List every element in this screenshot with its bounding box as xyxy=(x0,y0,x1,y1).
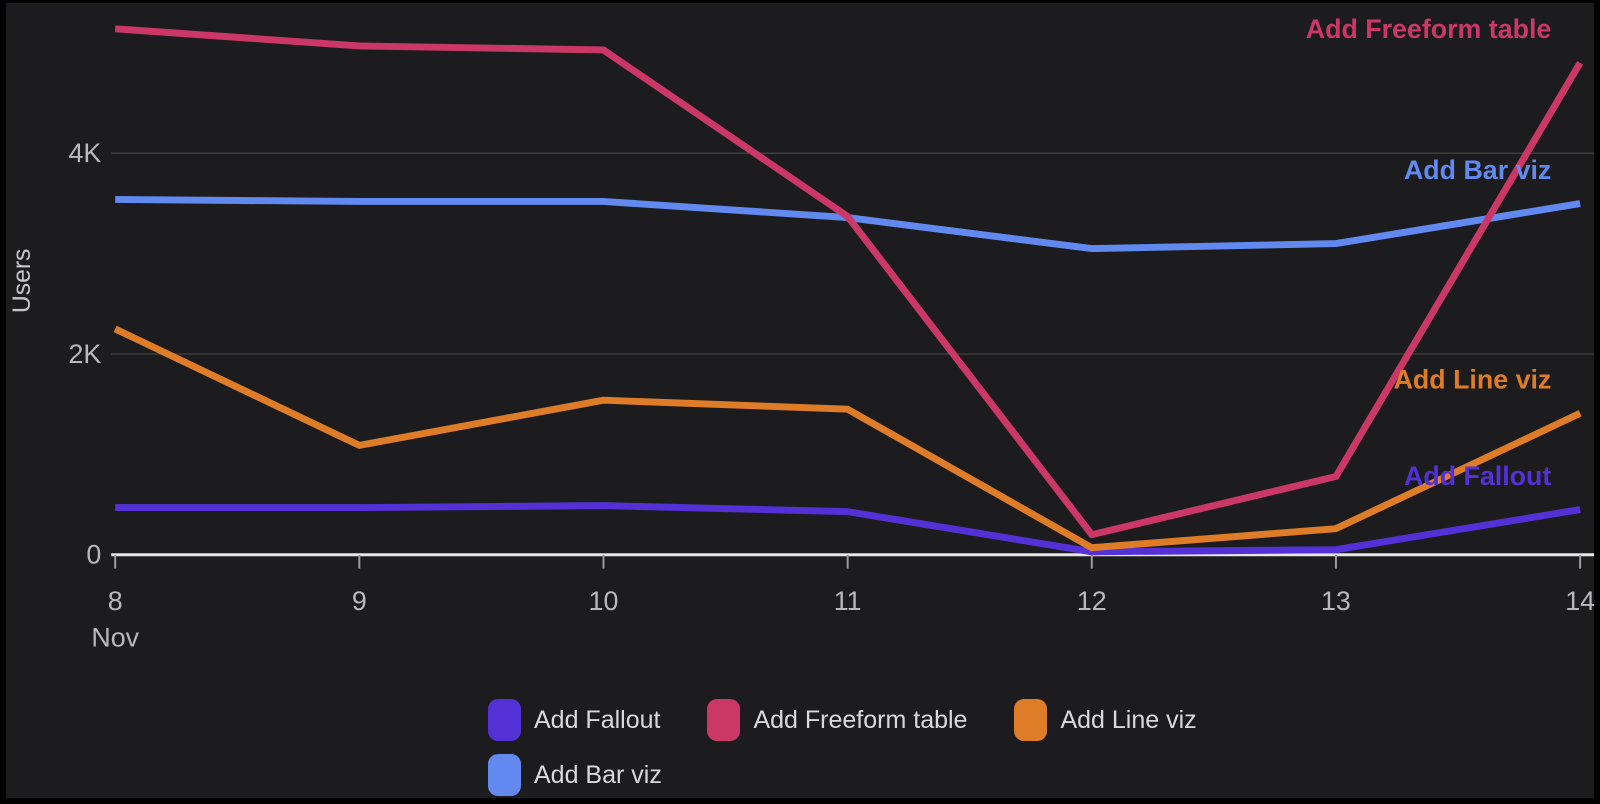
series-end-label-add-bar-viz: Add Bar viz xyxy=(1404,155,1551,185)
x-tick-label-13: 13 xyxy=(1321,586,1351,616)
chart-panel: 0 2K 4K 8 Nov 9 10 11 12 13 14 Users Add Freeform ta… xyxy=(6,3,1594,798)
y-tick-label-0: 0 xyxy=(86,540,101,570)
legend-item-add-fallout[interactable]: Add Fallout xyxy=(488,699,660,741)
x-tick-label-10: 10 xyxy=(589,586,619,616)
x-tick-label-9: 9 xyxy=(352,586,367,616)
legend-label-add-line-viz: Add Line viz xyxy=(1060,705,1197,734)
legend-label-add-freeform-table: Add Freeform table xyxy=(753,705,968,734)
series-end-label-add-line-viz: Add Line viz xyxy=(1394,365,1552,395)
series-line-add-line-viz[interactable] xyxy=(113,325,1582,552)
legend-swatch-add-fallout xyxy=(488,699,521,741)
series-end-label-add-fallout: Add Fallout xyxy=(1404,461,1551,491)
y-tick-label-4k: 4K xyxy=(69,138,102,168)
x-axis-month-label: Nov xyxy=(91,623,139,653)
legend-swatch-add-freeform-table xyxy=(707,699,741,741)
y-tick-label-2k: 2K xyxy=(69,339,102,369)
series-line-add-bar-viz[interactable] xyxy=(115,196,1581,253)
legend-item-add-line-viz[interactable]: Add Line viz xyxy=(1014,699,1197,741)
x-tick-label-12: 12 xyxy=(1077,586,1107,616)
legend-swatch-add-bar-viz xyxy=(488,754,521,796)
x-tick-label-11: 11 xyxy=(834,586,862,616)
x-tick-label-14: 14 xyxy=(1565,586,1594,616)
legend-label-add-bar-viz: Add Bar viz xyxy=(534,760,662,789)
legend-item-add-freeform-table[interactable]: Add Freeform table xyxy=(707,699,967,741)
legend-swatch-add-line-viz xyxy=(1014,699,1048,741)
y-axis-title: Users xyxy=(9,249,36,314)
users-line-chart[interactable]: 0 2K 4K 8 Nov 9 10 11 12 13 14 Users Add Freeform ta… xyxy=(6,3,1594,798)
series-line-add-freeform-table[interactable] xyxy=(114,25,1584,539)
legend-label-add-fallout: Add Fallout xyxy=(534,705,661,734)
x-tick-label-8: 8 xyxy=(108,586,123,616)
series-end-label-add-freeform-table: Add Freeform table xyxy=(1306,14,1552,44)
chart-legend: Add Fallout Add Freeform table Add Line vi… xyxy=(488,699,1328,796)
series-line-add-fallout[interactable] xyxy=(115,502,1581,556)
legend-item-add-bar-viz[interactable]: Add Bar viz xyxy=(488,754,662,796)
